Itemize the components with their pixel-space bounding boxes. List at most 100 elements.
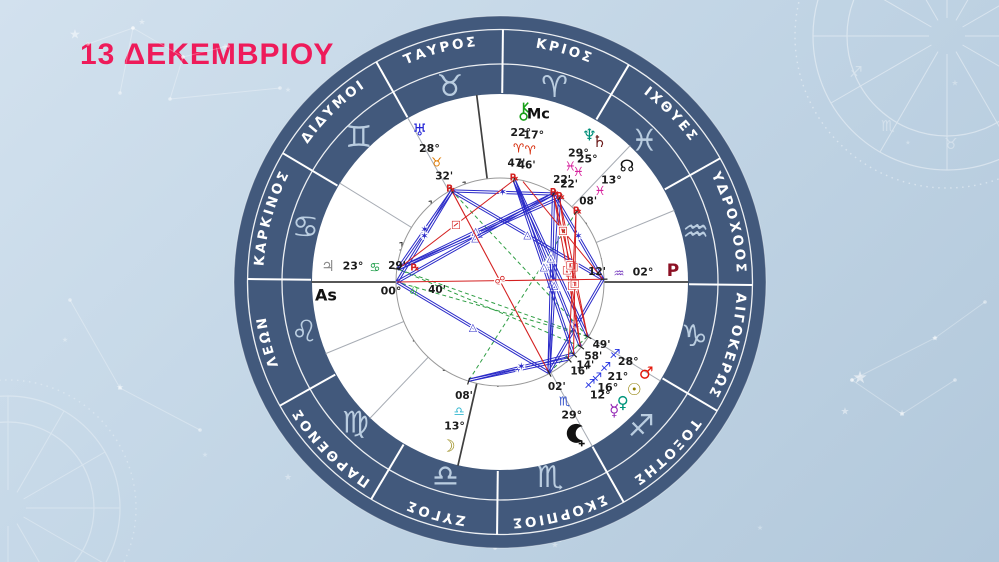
svg-text:02°: 02° — [633, 266, 654, 279]
decor-star: ★ — [551, 541, 558, 550]
svg-text:★: ★ — [931, 334, 938, 343]
svg-text:12': 12' — [588, 266, 606, 278]
point-uranus: ♅ 28°♉32' ℞ — [412, 120, 455, 194]
zodiac-illustration-♉: ♉ — [437, 69, 464, 104]
svg-text:49': 49' — [593, 339, 611, 351]
svg-text:△: △ — [471, 232, 480, 244]
svg-text:25°: 25° — [577, 152, 598, 165]
aspect-mercury-node-square: □ — [566, 212, 578, 360]
svg-text:℞: ℞ — [550, 187, 559, 198]
svg-text:02': 02' — [548, 381, 566, 393]
zodiac-illustration-♈: ♈ — [541, 70, 568, 105]
svg-text:♑: ♑ — [681, 319, 708, 354]
svg-text:♎: ♎ — [432, 459, 459, 494]
point-neptune: ♆29°♓22'℞ — [550, 126, 596, 198]
sign-divider — [595, 64, 630, 120]
svg-text:☍: ☍ — [495, 275, 506, 287]
svg-text:♂: ♂ — [639, 363, 654, 382]
svg-text:29°: 29° — [568, 146, 589, 159]
point-mc: Mc 17°♈ 46' — [518, 106, 550, 171]
svg-text:△: △ — [523, 229, 532, 241]
sign-divider — [279, 373, 336, 407]
aspect-lilith-asc-trine: △ — [396, 280, 550, 375]
svg-text:★: ★ — [841, 407, 850, 418]
house-cusp-2 — [325, 321, 404, 355]
svg-text:♎: ♎ — [454, 404, 465, 419]
svg-text:♈: ♈ — [541, 70, 568, 105]
svg-text:♐: ♐ — [609, 346, 620, 361]
svg-text:23°: 23° — [343, 260, 364, 273]
svg-text:21°: 21° — [607, 370, 628, 383]
svg-text:✶: ✶ — [517, 361, 526, 373]
decor-star: ★ — [284, 473, 292, 483]
svg-text:♐: ♐ — [849, 63, 862, 81]
svg-text:58': 58' — [584, 351, 602, 363]
zodiac-illustration-♒: ♒ — [682, 215, 709, 250]
svg-text:40': 40' — [428, 284, 446, 296]
svg-text:♀: ♀ — [617, 393, 629, 412]
svg-text:△: △ — [540, 261, 549, 273]
svg-text:♐: ♐ — [600, 359, 611, 374]
svg-text:△: △ — [469, 321, 478, 333]
zodiac-illustration-♏: ♏ — [537, 460, 564, 495]
aspect-venus-chiron-trine: △ — [512, 179, 576, 355]
zodiac-illustration-♌: ♌ — [291, 314, 318, 349]
point-mercury: ☿12°♐16' — [570, 365, 619, 420]
aspect-jupiter-uranus-sextile: ✶ — [396, 190, 454, 271]
svg-text:P: P — [667, 261, 679, 281]
svg-text:△: △ — [472, 226, 481, 238]
svg-text:00°: 00° — [381, 285, 402, 298]
svg-text:08': 08' — [579, 195, 597, 207]
svg-text:♓: ♓ — [594, 183, 605, 198]
svg-text:□: □ — [567, 280, 577, 292]
svg-text:♃: ♃ — [321, 257, 334, 275]
aspect-pluto-mc-square: □ — [522, 181, 604, 280]
svg-text:★: ★ — [285, 86, 291, 94]
svg-text:♒: ♒ — [682, 215, 709, 250]
aspect-uranus-asc-sextile: ✶ — [395, 190, 454, 283]
svg-text:♒: ♒ — [613, 266, 624, 281]
aspect-mars-asc-quincunx — [396, 281, 588, 337]
point-mars: ♂28°♐49' — [593, 339, 654, 382]
svg-text:★: ★ — [138, 18, 145, 27]
svg-text:△: △ — [550, 279, 559, 291]
svg-text:♐: ♐ — [591, 369, 602, 384]
svg-text:★: ★ — [202, 451, 208, 459]
decor-star: ★ — [841, 407, 850, 418]
svg-text:♌: ♌ — [408, 284, 419, 299]
decor-star: ★ — [69, 28, 81, 43]
sign-divider — [591, 446, 625, 503]
aspect-mars-uranus-quincunx — [451, 190, 588, 337]
sign-divider — [662, 377, 718, 412]
svg-text:♆: ♆ — [582, 126, 597, 145]
svg-text:♉: ♉ — [944, 135, 957, 153]
svg-text:★: ★ — [951, 79, 958, 88]
point-chiron: 22°♈ 47' ℞ — [507, 102, 531, 183]
svg-text:♈: ♈ — [525, 142, 536, 157]
svg-text:♈: ♈ — [513, 140, 524, 155]
svg-text:♌: ♌ — [291, 314, 318, 349]
sign-divider — [501, 29, 504, 94]
house-cusp-12 — [339, 182, 412, 228]
point-sun: ☉21°♐58' — [584, 351, 641, 399]
svg-text:□: □ — [566, 259, 576, 271]
decor-star: ★ — [931, 334, 938, 343]
house-cusp-11 — [407, 117, 450, 192]
point-node: ☊13°♓08'℞ — [573, 156, 634, 216]
svg-text:☉: ☉ — [627, 380, 642, 399]
zodiac-illustration-♎: ♎ — [432, 459, 459, 494]
svg-text:℞: ℞ — [510, 172, 519, 183]
zodiac-ring: ΚΡΙΟΣ♈ΤΑΥΡΟΣ♉ΔΙΔΥΜΟΙ♊ΚΑΡΚΙΝΟΣ♋ΛΕΩΝ ♌ΠΑΡΘΕ… — [233, 15, 767, 549]
point-saturn: ♄25°♓22'℞ — [556, 132, 606, 202]
svg-text:12°: 12° — [590, 388, 611, 401]
svg-text:Mc: Mc — [527, 106, 550, 122]
aspect-uranus-lilith-opposition: ☍ — [451, 190, 550, 373]
svg-text:47': 47' — [507, 158, 525, 170]
house-cusp-5 — [550, 372, 593, 447]
planet-marks: ☉21°♐58'☽13°♎08'☿12°♐16'♀16°♐14' ♂28°♐49'… — [315, 102, 679, 456]
svg-text:□: □ — [562, 264, 572, 276]
svg-text:★: ★ — [898, 409, 906, 419]
svg-text:★: ★ — [852, 368, 867, 388]
svg-text:♏: ♏ — [559, 394, 570, 409]
